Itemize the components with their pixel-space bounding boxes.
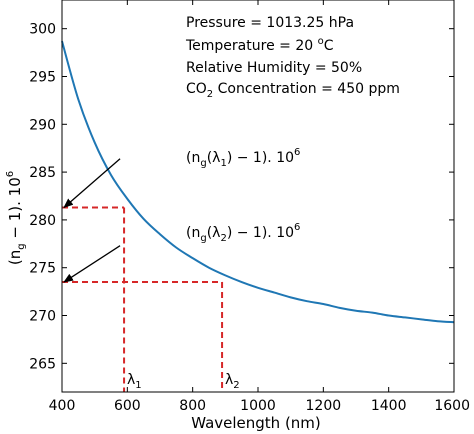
x-tick-label: 600 [114,398,141,414]
series-line [61,40,455,324]
x-tick-label: 1000 [240,398,276,414]
conditions-box: Pressure = 1013.25 hPa Temperature = 20 … [185,15,400,100]
x-tick-label: 800 [179,398,206,414]
annotation-arrow-lambda1 [63,158,121,209]
condition-temperature: Temperature = 20 oC [185,36,334,54]
annotation-lambda1: (ng(λ1) − 1). 106 [186,147,300,169]
condition-pressure: Pressure = 1013.25 hPa [186,15,354,31]
y-axis-label: (ng − 1). 106 [5,171,27,265]
annotations: (ng(λ1) − 1). 106 (ng(λ2) − 1). 106 [63,147,300,283]
x-axis-label: Wavelength (nm) [191,414,321,432]
x-tick-label: 1400 [371,398,407,414]
y-tick-label: 270 [29,309,56,325]
y-tick-label: 295 [29,69,56,85]
y-tick-label: 300 [29,22,56,38]
lambda1-label: λ1 [127,372,142,391]
y-axis-ticks: 265 270 275 280 285 290 295 300 [29,22,454,372]
annotation-arrow-lambda2 [63,245,121,283]
y-tick-label: 265 [29,356,56,372]
y-tick-label: 285 [29,165,56,181]
condition-humidity: Relative Humidity = 50% [186,60,362,76]
lambda2-label: λ2 [225,372,240,391]
plot-area: 400 600 800 1000 1200 1400 1600 265 270 275 280 28… [29,0,470,414]
x-axis-ticks: 400 600 800 1000 1200 1400 1600 [49,0,470,414]
y-tick-label: 275 [29,261,56,277]
y-tick-label: 280 [29,213,56,229]
x-tick-label: 1600 [434,398,470,414]
condition-co2: CO2 Concentration = 450 ppm [186,81,400,100]
annotation-lambda2: (ng(λ2) − 1). 106 [186,222,300,244]
plot-frame [61,0,455,393]
y-tick-label: 290 [29,117,56,133]
x-tick-label: 400 [49,398,76,414]
x-tick-label: 1200 [306,398,342,414]
